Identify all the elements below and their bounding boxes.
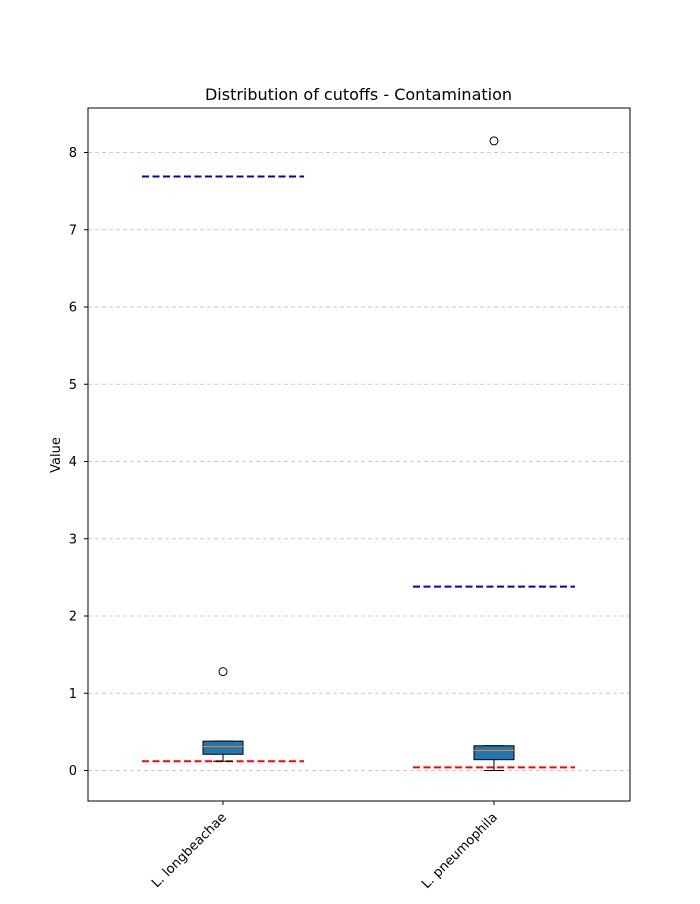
y-tick-label: 1	[69, 687, 77, 702]
outlier-point	[489, 136, 499, 146]
x-tick-label: L. pneumophila	[419, 810, 501, 892]
y-tick-label: 8	[69, 146, 77, 161]
y-tick-label: 5	[69, 378, 77, 393]
x-tick-label: L. longbeachae	[149, 810, 230, 891]
plot-frame	[87, 107, 631, 802]
y-tick-label: 7	[69, 223, 77, 238]
axes: 0 1 2 3 4 5 6 7 8 L. longbeachae L. pneumophila	[69, 107, 631, 892]
y-axis-label: Value	[49, 437, 64, 473]
y-tick-label: 2	[69, 610, 77, 625]
box-group	[473, 136, 515, 771]
iqr-box	[202, 740, 244, 755]
y-tick-label: 6	[69, 301, 77, 316]
grid-lines	[88, 152, 630, 771]
iqr-box	[473, 745, 515, 761]
reference-lines	[142, 175, 575, 769]
y-tick-label: 3	[69, 532, 77, 547]
outlier-point	[218, 667, 228, 677]
chart-title: Distribution of cutoffs - Contamination	[205, 85, 512, 104]
y-tick-label: 4	[69, 455, 77, 470]
box-group	[202, 667, 244, 762]
boxes	[202, 136, 515, 771]
y-tick-label: 0	[69, 764, 77, 779]
